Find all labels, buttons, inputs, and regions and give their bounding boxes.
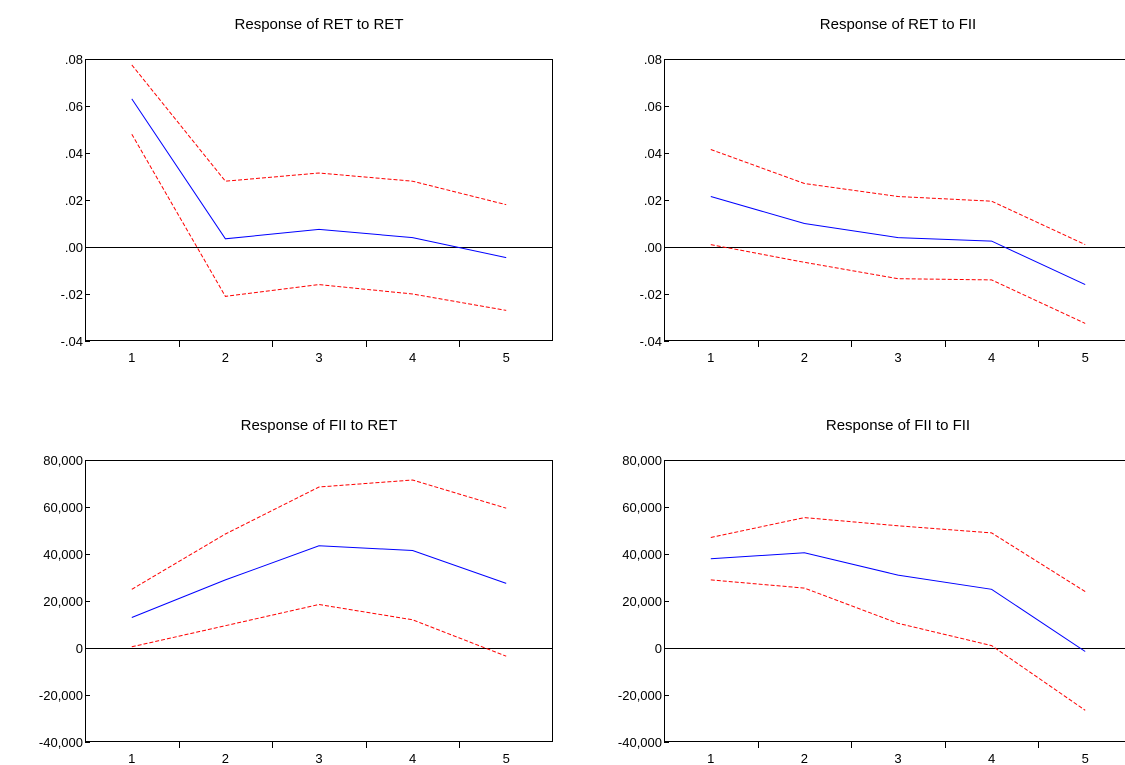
y-tick-label: 20,000	[622, 594, 662, 609]
upper-band-line	[710, 149, 1086, 246]
y-tick-label: .06	[644, 99, 662, 114]
y-tick-label: .00	[644, 240, 662, 255]
response-line	[710, 196, 1086, 286]
response-line	[710, 552, 1086, 652]
upper-band-line	[131, 479, 507, 590]
chart-panel: Response of RET to RET -.04 -.02 .00 .02 .04.…	[61, 16, 553, 365]
y-tick-label: -.04	[61, 334, 83, 349]
x-tick-label: 3	[315, 751, 322, 765]
x-tick-label: 1	[128, 751, 135, 765]
y-tick-label: -40,000	[39, 735, 83, 750]
y-tick-label: 80,000	[622, 453, 662, 468]
y-tick-label: 0	[76, 641, 83, 656]
x-tick-label: 5	[1082, 350, 1089, 365]
y-tick-label: 60,000	[622, 500, 662, 515]
response-line	[131, 98, 507, 259]
y-tick-label: 60,000	[43, 500, 83, 515]
x-tick-label: 1	[707, 350, 714, 365]
upper-band-line	[131, 64, 507, 206]
chart-title: Response of RET to FII	[820, 16, 976, 33]
x-tick-label: 3	[894, 751, 901, 765]
x-tick-label: 2	[222, 350, 229, 365]
x-tick-label: 4	[409, 751, 416, 765]
chart-panel: Response of FII to RET -40,000 -20,000 0 20,…	[39, 417, 553, 765]
x-tick-label: 5	[1082, 751, 1089, 765]
x-tick-label: 1	[707, 751, 714, 765]
plot-frame	[85, 460, 553, 742]
y-tick-label: .04	[65, 146, 83, 161]
y-tick-label: 40,000	[43, 547, 83, 562]
lower-band-line	[131, 133, 507, 311]
x-tick-label: 1	[128, 350, 135, 365]
chart-title: Response of RET to RET	[235, 16, 404, 33]
lower-band-line	[131, 603, 507, 657]
x-tick-label: 5	[503, 350, 510, 365]
y-tick-label: -20,000	[618, 688, 662, 703]
chart-title: Response of FII to RET	[241, 417, 398, 434]
x-tick-label: 5	[503, 751, 510, 765]
y-tick-label: -20,000	[39, 688, 83, 703]
x-tick-label: 4	[409, 350, 416, 365]
y-tick-label: 0	[655, 641, 662, 656]
x-tick-label: 2	[222, 751, 229, 765]
y-tick-label: 80,000	[43, 453, 83, 468]
y-tick-label: 20,000	[43, 594, 83, 609]
x-tick-label: 3	[315, 350, 322, 365]
x-tick-label: 4	[988, 350, 995, 365]
chart-title: Response of FII to FII	[826, 417, 970, 434]
x-tick-label: 4	[988, 751, 995, 765]
lower-band-line	[710, 244, 1086, 324]
y-tick-label: -.04	[640, 334, 662, 349]
y-tick-label: .08	[65, 52, 83, 67]
y-tick-label: .00	[65, 240, 83, 255]
x-tick-label: 3	[894, 350, 901, 365]
plot-frame	[664, 59, 1125, 341]
lower-band-line	[710, 579, 1086, 711]
y-tick-label: .02	[65, 193, 83, 208]
x-tick-label: 2	[801, 751, 808, 765]
upper-band-line	[710, 517, 1086, 593]
chart-panel: Response of FII to FII -40,000 -20,000 0 20,…	[618, 417, 1125, 765]
y-tick-label: -.02	[640, 287, 662, 302]
y-tick-label: -.02	[61, 287, 83, 302]
plot-frame	[664, 460, 1125, 742]
y-tick-label: -40,000	[618, 735, 662, 750]
plot-frame	[85, 59, 553, 341]
y-tick-label: 40,000	[622, 547, 662, 562]
chart-panel: Response of RET to FII -.04 -.02 .00 .02 .04.…	[640, 16, 1125, 365]
y-tick-label: .08	[644, 52, 662, 67]
response-line	[131, 545, 507, 618]
y-tick-label: .06	[65, 99, 83, 114]
y-tick-label: .04	[644, 146, 662, 161]
y-tick-label: .02	[644, 193, 662, 208]
x-tick-label: 2	[801, 350, 808, 365]
